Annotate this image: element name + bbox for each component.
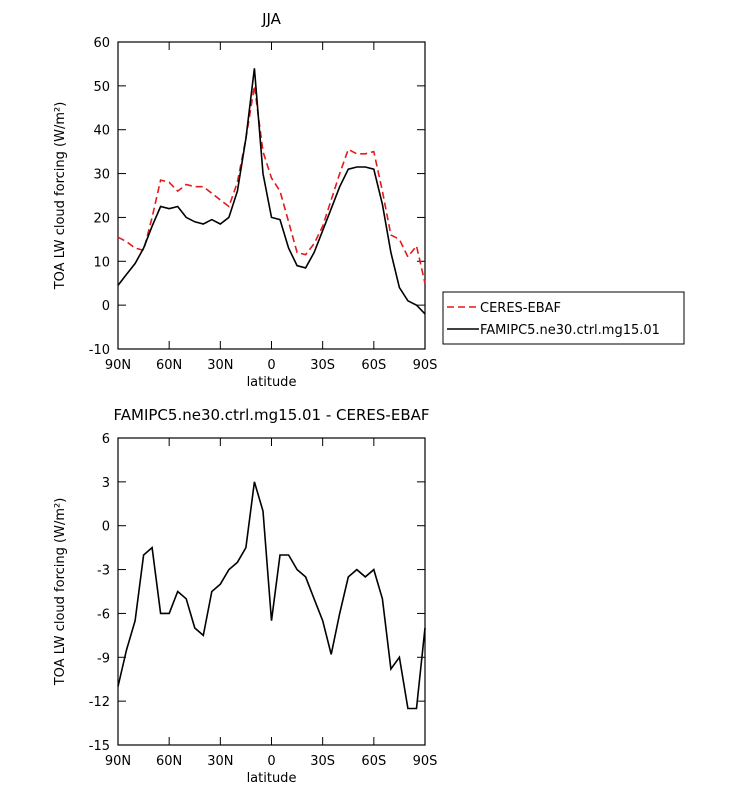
x-tick-label: 30N xyxy=(207,754,233,769)
x-tick-label: 60S xyxy=(361,358,386,373)
x-tick-label: 30N xyxy=(207,358,233,373)
y-tick-label: -3 xyxy=(97,564,110,579)
x-tick-label: 60N xyxy=(156,754,182,769)
y-tick-label: 0 xyxy=(102,520,110,535)
legend-box xyxy=(442,291,685,345)
x-tick-label: 90N xyxy=(105,754,131,769)
y-tick-label: 10 xyxy=(93,255,110,270)
y-tick-label: 40 xyxy=(93,124,110,139)
y-tick-label: -10 xyxy=(89,343,110,358)
y-tick-label: 50 xyxy=(93,80,110,95)
chart-title: JJA xyxy=(261,10,282,28)
y-tick-label: 30 xyxy=(93,168,110,183)
y-axis-label: TOA LW cloud forcing (W/m²) xyxy=(53,102,68,291)
x-tick-label: 90S xyxy=(413,754,438,769)
x-tick-label: 60N xyxy=(156,358,182,373)
x-tick-label: 30S xyxy=(310,358,335,373)
data-line xyxy=(117,68,426,315)
y-tick-label: -9 xyxy=(97,651,110,666)
plot-frame xyxy=(117,41,426,350)
x-tick-label: 0 xyxy=(267,358,275,373)
x-tick-label: 30S xyxy=(310,754,335,769)
y-tick-label: 6 xyxy=(102,432,110,447)
y-tick-label: -6 xyxy=(97,607,110,622)
y-axis-label: TOA LW cloud forcing (W/m²) xyxy=(53,498,68,687)
x-tick-label: 90S xyxy=(413,358,438,373)
y-tick-label: 60 xyxy=(93,36,110,51)
x-axis-label: latitude xyxy=(247,375,297,390)
x-axis-label: latitude xyxy=(247,771,297,786)
y-tick-label: 0 xyxy=(102,299,110,314)
legend-label: CERES-EBAF xyxy=(480,301,561,316)
x-tick-label: 60S xyxy=(361,754,386,769)
y-tick-label: -15 xyxy=(89,739,110,754)
y-tick-label: 20 xyxy=(93,211,110,226)
data-line xyxy=(117,481,426,710)
y-tick-label: 3 xyxy=(102,476,110,491)
x-tick-label: 0 xyxy=(267,754,275,769)
y-tick-label: -12 xyxy=(89,695,110,710)
legend-label: FAMIPC5.ne30.ctrl.mg15.01 xyxy=(480,323,660,338)
data-line xyxy=(117,85,426,284)
x-tick-label: 90N xyxy=(105,358,131,373)
chart-title: FAMIPC5.ne30.ctrl.mg15.01 - CERES-EBAF xyxy=(114,406,430,424)
plot-frame xyxy=(117,437,426,746)
